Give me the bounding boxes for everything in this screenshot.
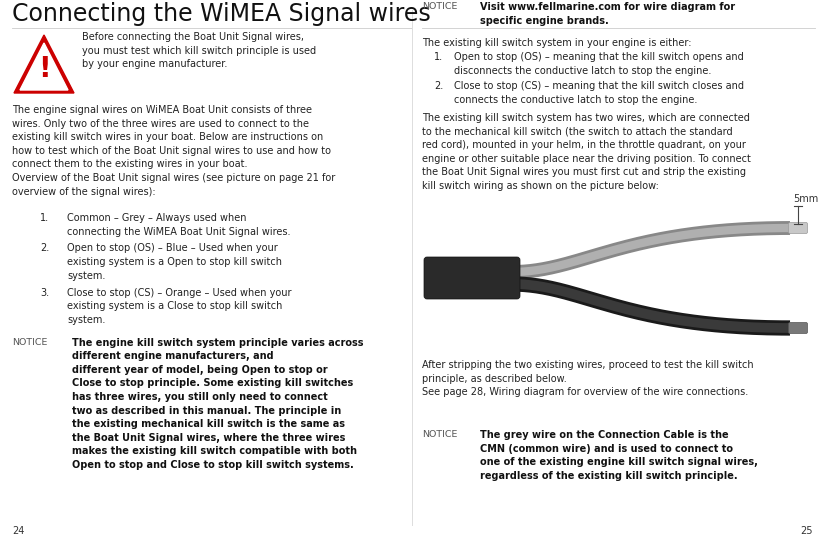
Text: 1.: 1. bbox=[40, 213, 50, 223]
Text: 5mm: 5mm bbox=[793, 194, 818, 204]
Text: Open to stop (OS) – Blue – Used when your
existing system is a Open to stop kill: Open to stop (OS) – Blue – Used when you… bbox=[67, 243, 282, 280]
Polygon shape bbox=[20, 43, 68, 90]
Text: NOTICE: NOTICE bbox=[422, 430, 457, 439]
Text: 3.: 3. bbox=[40, 287, 50, 297]
Text: Common – Grey – Always used when
connecting the WiMEA Boat Unit Signal wires.: Common – Grey – Always used when connect… bbox=[67, 213, 290, 236]
Text: Open to stop (OS) – meaning that the kill switch opens and
disconnects the condu: Open to stop (OS) – meaning that the kil… bbox=[454, 52, 744, 75]
Text: 1.: 1. bbox=[434, 52, 443, 62]
Text: 2.: 2. bbox=[40, 243, 50, 254]
Text: The engine kill switch system principle varies across
different engine manufactu: The engine kill switch system principle … bbox=[72, 338, 364, 470]
Polygon shape bbox=[14, 35, 74, 93]
Text: !: ! bbox=[38, 55, 50, 83]
Text: The existing kill switch system in your engine is either:: The existing kill switch system in your … bbox=[422, 38, 691, 48]
FancyBboxPatch shape bbox=[424, 257, 520, 299]
Text: NOTICE: NOTICE bbox=[12, 338, 47, 347]
Text: After stripping the two existing wires, proceed to test the kill switch
principl: After stripping the two existing wires, … bbox=[422, 360, 753, 397]
FancyBboxPatch shape bbox=[789, 223, 808, 233]
Text: The existing kill switch system has two wires, which are connected
to the mechan: The existing kill switch system has two … bbox=[422, 113, 751, 191]
Text: Before connecting the Boat Unit Signal wires,
you must test which kill switch pr: Before connecting the Boat Unit Signal w… bbox=[82, 32, 316, 69]
Text: The engine signal wires on WiMEA Boat Unit consists of three
wires. Only two of : The engine signal wires on WiMEA Boat Un… bbox=[12, 105, 335, 196]
Text: 2.: 2. bbox=[434, 81, 443, 91]
Text: 24: 24 bbox=[12, 526, 25, 535]
Text: 25: 25 bbox=[800, 526, 813, 535]
Text: NOTICE: NOTICE bbox=[422, 2, 457, 11]
Text: Close to stop (CS) – meaning that the kill switch closes and
connects the conduc: Close to stop (CS) – meaning that the ki… bbox=[454, 81, 744, 105]
Text: Visit www.fellmarine.com for wire diagram for
specific engine brands.: Visit www.fellmarine.com for wire diagra… bbox=[480, 2, 735, 26]
Text: Connecting the WiMEA Signal wires: Connecting the WiMEA Signal wires bbox=[12, 2, 431, 26]
Text: The grey wire on the Connection Cable is the
CMN (common wire) and is used to co: The grey wire on the Connection Cable is… bbox=[480, 430, 758, 481]
FancyBboxPatch shape bbox=[789, 323, 808, 333]
Text: Close to stop (CS) – Orange – Used when your
existing system is a Close to stop : Close to stop (CS) – Orange – Used when … bbox=[67, 287, 291, 325]
